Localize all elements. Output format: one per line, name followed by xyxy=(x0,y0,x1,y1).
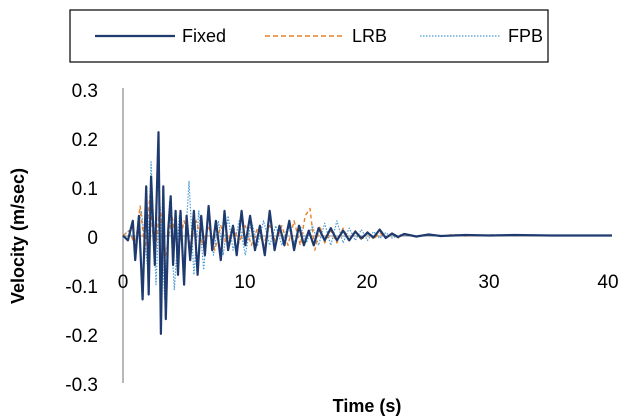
x-tick-label: 0 xyxy=(118,272,129,293)
x-tick-label: 40 xyxy=(597,272,618,293)
x-tick-label: 20 xyxy=(356,272,377,293)
legend-label-fixed: Fixed xyxy=(182,26,226,46)
x-tick-label: 10 xyxy=(234,272,255,293)
y-tick-labels: 0.3 0.2 0.1 0 -0.1 -0.2 -0.3 xyxy=(65,81,98,396)
y-tick-label: 0 xyxy=(87,228,98,249)
legend: Fixed LRB FPB xyxy=(69,9,549,63)
y-tick-label: -0.3 xyxy=(65,375,98,396)
y-tick-label: -0.2 xyxy=(65,326,98,347)
series-line-fixed xyxy=(122,131,612,335)
x-tick-label: 30 xyxy=(478,272,499,293)
y-tick-label: -0.1 xyxy=(65,277,98,298)
x-axis-title: Time (s) xyxy=(333,396,402,416)
legend-label-fpb: FPB xyxy=(508,26,543,46)
legend-label-lrb: LRB xyxy=(352,26,387,46)
y-tick-label: 0.3 xyxy=(72,81,98,102)
plot-area xyxy=(122,131,612,335)
y-tick-label: 0.1 xyxy=(72,179,98,200)
y-tick-label: 0.2 xyxy=(72,130,98,151)
y-axis-title: Velocity (m/sec) xyxy=(8,168,28,304)
x-tick-labels: 0 10 20 30 40 xyxy=(118,272,619,293)
